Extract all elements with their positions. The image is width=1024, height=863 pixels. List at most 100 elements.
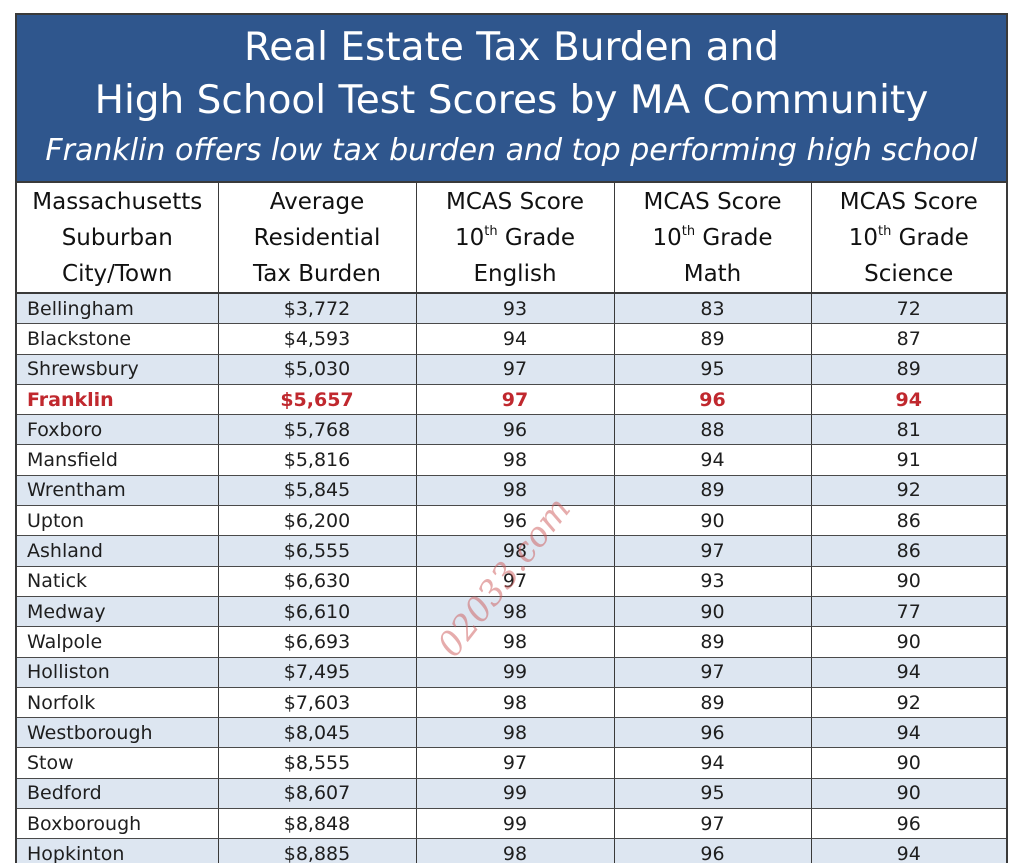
table-body: Bellingham $3,772 93 83 72 Blackstone $4,593 94… — [17, 293, 1006, 863]
cell-math: 90 — [614, 596, 812, 628]
cell-tax-burden: $5,816 — [218, 444, 417, 476]
cell-tax-burden: $6,630 — [218, 566, 417, 597]
cell-math: 88 — [614, 414, 812, 446]
cell-tax-burden: $6,200 — [218, 505, 417, 537]
header-grade-number: 10 — [652, 224, 682, 251]
header-line: English — [473, 260, 557, 287]
cell-town: Franklin — [17, 384, 219, 416]
cell-math: 89 — [614, 475, 812, 507]
cell-science: 94 — [811, 657, 1006, 688]
table-row: Foxboro $5,768 96 88 81 — [17, 414, 1006, 446]
header-line: Math — [683, 260, 742, 287]
header-grade-suffix: th — [878, 223, 892, 239]
table-row: Blackstone $4,593 94 89 87 — [17, 323, 1006, 355]
cell-tax-burden: $7,495 — [218, 657, 417, 688]
table-header-banner: Real Estate Tax Burden and High School T… — [17, 15, 1006, 183]
cell-math: 90 — [614, 505, 812, 537]
cell-english: 99 — [416, 657, 615, 688]
cell-science: 86 — [811, 505, 1006, 537]
header-line: MCAS Score — [643, 188, 782, 215]
column-header-town: Massachusetts Suburban City/Town — [17, 183, 219, 294]
cell-town: Upton — [17, 505, 219, 537]
cell-math: 94 — [614, 747, 812, 779]
cell-town: Hopkinton — [17, 838, 219, 863]
header-line: City/Town — [62, 260, 173, 287]
cell-tax-burden: $5,030 — [218, 354, 417, 385]
cell-english: 98 — [416, 717, 615, 749]
header-grade-number: 10 — [848, 224, 878, 251]
cell-math: 89 — [614, 687, 812, 719]
table-row: Hopkinton $8,885 98 96 94 — [17, 838, 1006, 863]
table-row: Stow $8,555 97 94 90 — [17, 747, 1006, 779]
table-row: Wrentham $5,845 98 89 92 — [17, 475, 1006, 507]
cell-tax-burden: $8,848 — [218, 808, 417, 840]
header-line: Science — [864, 260, 954, 287]
cell-town: Blackstone — [17, 323, 219, 355]
header-grade-label: Grade — [891, 224, 969, 251]
cell-english: 97 — [416, 566, 615, 597]
cell-science: 92 — [811, 475, 1006, 507]
header-grade-label: Grade — [497, 224, 576, 251]
cell-science: 86 — [811, 535, 1006, 567]
cell-science: 89 — [811, 354, 1006, 385]
cell-english: 98 — [416, 535, 615, 567]
header-grade-suffix: th — [484, 223, 498, 239]
cell-town: Walpole — [17, 626, 219, 658]
cell-tax-burden: $8,045 — [218, 717, 417, 749]
cell-tax-burden: $8,885 — [218, 838, 417, 863]
table-row: Upton $6,200 96 90 86 — [17, 505, 1006, 537]
cell-town: Ashland — [17, 535, 219, 567]
header-line: Massachusetts — [32, 188, 203, 215]
cell-science: 94 — [811, 717, 1006, 749]
cell-math: 83 — [614, 293, 812, 325]
cell-tax-burden: $5,657 — [218, 384, 417, 416]
table-row: Boxborough $8,848 99 97 96 — [17, 808, 1006, 840]
header-line: MCAS Score — [446, 188, 584, 215]
cell-english: 94 — [416, 323, 615, 355]
cell-english: 96 — [416, 414, 615, 446]
cell-science: 92 — [811, 687, 1006, 719]
cell-english: 99 — [416, 808, 615, 840]
cell-english: 97 — [416, 747, 615, 779]
cell-town: Medway — [17, 596, 219, 628]
cell-math: 93 — [614, 566, 812, 597]
header-line: MCAS Score — [839, 188, 978, 215]
cell-science: 77 — [811, 596, 1006, 628]
cell-math: 96 — [614, 384, 812, 416]
table-row: Shrewsbury $5,030 97 95 89 — [17, 354, 1006, 385]
cell-english: 98 — [416, 475, 615, 507]
cell-science: 94 — [811, 838, 1006, 863]
column-header-science: MCAS Score 10th Grade Science — [811, 183, 1006, 294]
cell-english: 99 — [416, 778, 615, 810]
cell-town: Stow — [17, 747, 219, 779]
table-row: Walpole $6,693 98 89 90 — [17, 626, 1006, 658]
cell-tax-burden: $6,693 — [218, 626, 417, 658]
cell-math: 96 — [614, 838, 812, 863]
cell-tax-burden: $5,845 — [218, 475, 417, 507]
table-row-highlighted: Franklin $5,657 97 96 94 — [17, 384, 1006, 416]
cell-tax-burden: $8,607 — [218, 778, 417, 810]
cell-math: 97 — [614, 808, 812, 840]
cell-tax-burden: $6,555 — [218, 535, 417, 567]
table-row: Westborough $8,045 98 96 94 — [17, 717, 1006, 749]
cell-tax-burden: $4,593 — [218, 323, 417, 355]
table-row: Mansfield $5,816 98 94 91 — [17, 444, 1006, 476]
header-grade-suffix: th — [681, 223, 696, 239]
cell-math: 97 — [614, 535, 812, 567]
cell-town: Wrentham — [17, 475, 219, 507]
header-grade-label: Grade — [695, 224, 773, 251]
cell-science: 94 — [811, 384, 1006, 416]
cell-town: Bellingham — [17, 293, 219, 325]
header-grade-number: 10 — [454, 224, 485, 251]
page-title-line-1: Real Estate Tax Burden and — [243, 25, 780, 70]
cell-tax-burden: $6,610 — [218, 596, 417, 628]
cell-english: 98 — [416, 838, 615, 863]
table-row: Norfolk $7,603 98 89 92 — [17, 687, 1006, 719]
column-header-english: MCAS Score 10th Grade English — [416, 183, 615, 294]
cell-tax-burden: $8,555 — [218, 747, 417, 779]
cell-science: 90 — [811, 778, 1006, 810]
cell-english: 98 — [416, 596, 615, 628]
table-row: Medway $6,610 98 90 77 — [17, 596, 1006, 628]
tax-score-table: Massachusetts Suburban City/Town Average… — [17, 183, 1006, 863]
cell-math: 89 — [614, 323, 812, 355]
